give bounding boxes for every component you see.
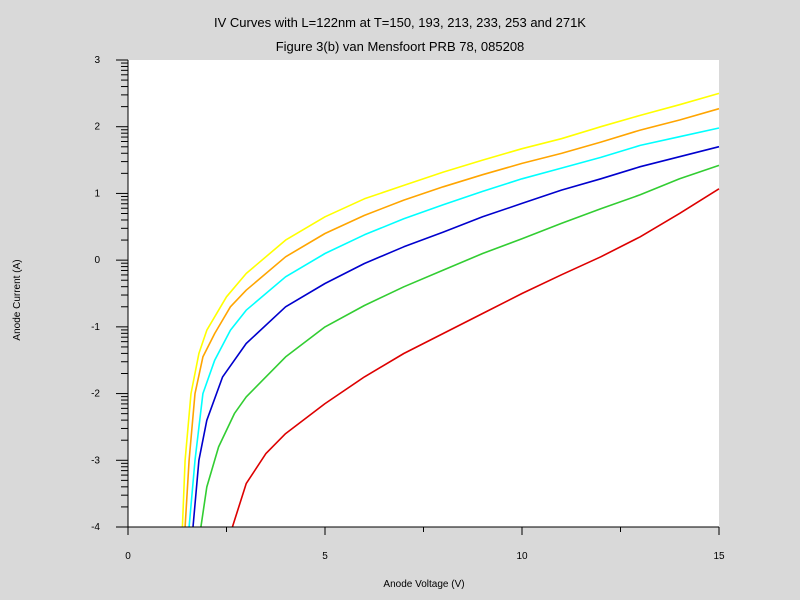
y-tick-label: 1 — [94, 188, 100, 199]
y-axis-label: Anode Current (A) — [12, 259, 23, 340]
x-tick-label: 5 — [322, 551, 328, 562]
chart-subtitle: Figure 3(b) van Mensfoort PRB 78, 085208 — [276, 39, 525, 54]
y-tick-label: -3 — [91, 455, 100, 466]
x-axis-label: Anode Voltage (V) — [383, 579, 464, 590]
x-tick-label: 15 — [713, 551, 725, 562]
y-tick-label: 2 — [94, 122, 100, 133]
series-line-2 — [184, 107, 720, 528]
y-tick-label: 3 — [94, 55, 100, 66]
series-lines — [181, 92, 720, 528]
plot-area — [128, 60, 719, 527]
x-tick-label: 0 — [125, 551, 131, 562]
y-tick-label: -1 — [91, 322, 100, 333]
series-line-5 — [200, 164, 720, 528]
series-line-6 — [231, 188, 720, 528]
series-line-3 — [188, 127, 720, 528]
y-tick-label: -4 — [91, 522, 100, 533]
y-tick-label: 0 — [94, 255, 100, 266]
y-tick-label: -2 — [91, 389, 100, 400]
series-line-1 — [181, 92, 720, 528]
chart-title: IV Curves with L=122nm at T=150, 193, 21… — [214, 15, 586, 30]
x-tick-label: 10 — [516, 551, 528, 562]
series-line-4 — [192, 145, 720, 528]
axes: -4 -3 -2 -1 0 1 2 3 0 5 10 15 — [91, 55, 725, 562]
